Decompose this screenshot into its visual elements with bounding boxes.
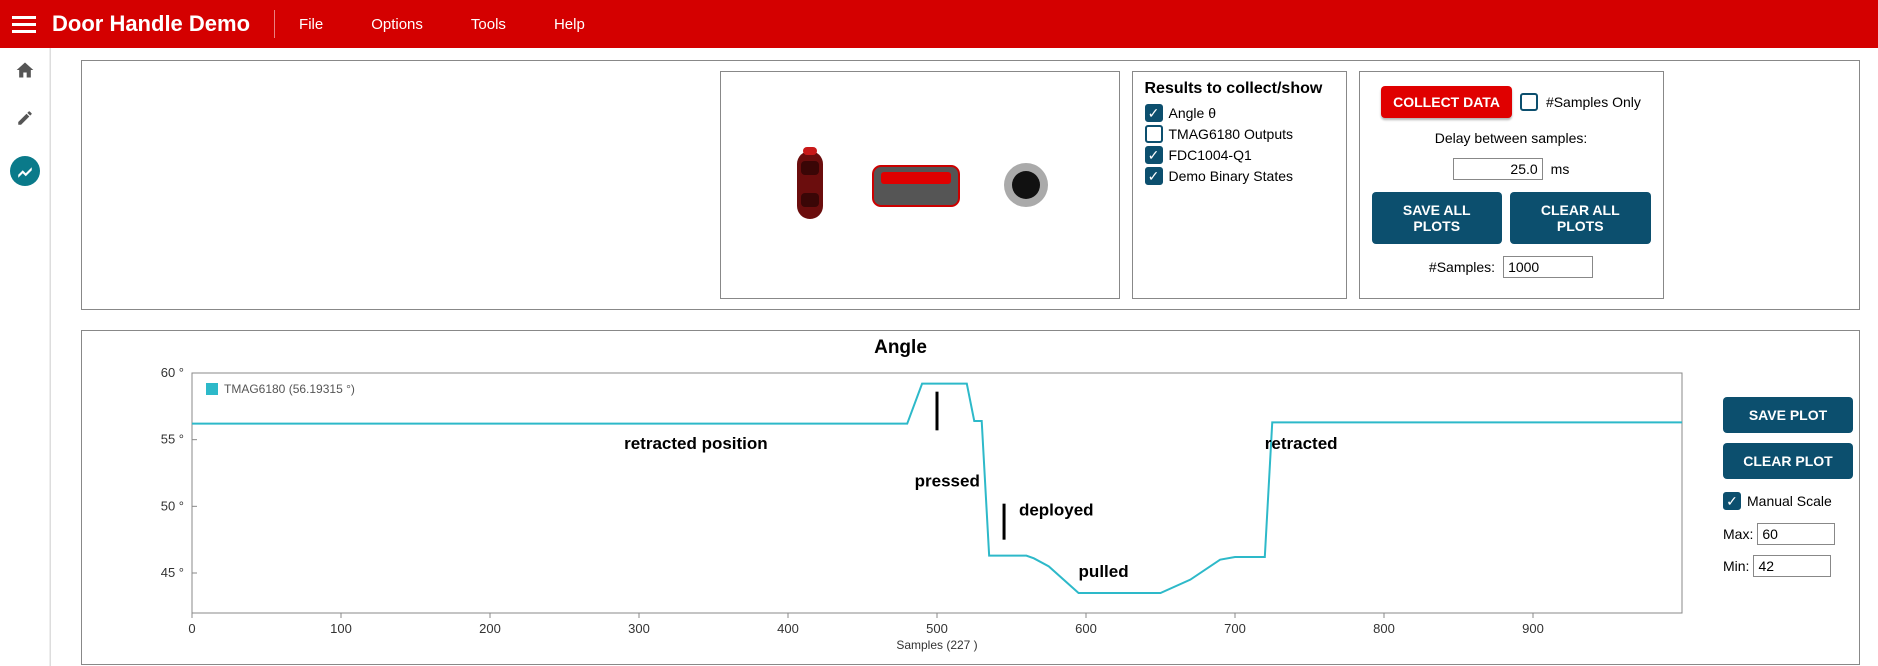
delay-unit: ms xyxy=(1551,161,1570,177)
clear-plot-button[interactable]: CLEAR PLOT xyxy=(1723,443,1853,479)
home-icon[interactable] xyxy=(15,60,35,85)
hamburger-icon[interactable] xyxy=(12,12,36,36)
content-area: Results to collect/show Angle θ TMAG6180… xyxy=(50,48,1878,666)
svg-text:retracted: retracted xyxy=(1265,434,1338,453)
svg-text:TMAG6180 (56.19315 °): TMAG6180 (56.19315 °) xyxy=(224,382,355,396)
save-plot-button[interactable]: SAVE PLOT xyxy=(1723,397,1853,433)
min-input[interactable] xyxy=(1753,555,1831,577)
svg-text:700: 700 xyxy=(1224,621,1246,636)
delay-input[interactable] xyxy=(1453,158,1543,180)
left-rail xyxy=(0,48,50,666)
top-panel-row: Results to collect/show Angle θ TMAG6180… xyxy=(81,60,1860,310)
cb-binary-label: Demo Binary States xyxy=(1169,168,1294,184)
plot-controls: SAVE PLOT CLEAR PLOT Manual Scale Max: M… xyxy=(1719,337,1859,658)
controls-box: COLLECT DATA #Samples Only Delay between… xyxy=(1359,71,1664,299)
svg-text:60 °: 60 ° xyxy=(161,365,184,380)
cb-fdc[interactable] xyxy=(1145,146,1163,164)
manual-scale-label: Manual Scale xyxy=(1747,493,1832,509)
svg-text:300: 300 xyxy=(628,621,650,636)
svg-text:0: 0 xyxy=(188,621,195,636)
edit-icon[interactable] xyxy=(16,109,34,132)
cb-samples-only[interactable] xyxy=(1520,93,1538,111)
knob-icon xyxy=(1001,160,1051,210)
svg-text:retracted position: retracted position xyxy=(624,434,768,453)
chart-panel: Angle 45 ° 50 ° 55 ° 60 ° 0 100 200 300 400 500 60… xyxy=(81,330,1860,665)
samples-only-label: #Samples Only xyxy=(1546,94,1641,110)
svg-text:55 °: 55 ° xyxy=(161,432,184,447)
svg-text:Samples (227 ): Samples (227 ) xyxy=(896,638,977,652)
svg-text:deployed: deployed xyxy=(1019,501,1094,520)
svg-text:200: 200 xyxy=(479,621,501,636)
cb-tmag[interactable] xyxy=(1145,125,1163,143)
svg-text:500: 500 xyxy=(926,621,948,636)
chart-title: Angle xyxy=(82,337,1719,359)
cb-angle[interactable] xyxy=(1145,104,1163,122)
handle-icon xyxy=(871,160,961,210)
menu-help[interactable]: Help xyxy=(554,16,585,33)
clear-all-button[interactable]: CLEAR ALL PLOTS xyxy=(1510,192,1651,244)
top-bar: Door Handle Demo File Options Tools Help xyxy=(0,0,1878,48)
svg-text:900: 900 xyxy=(1522,621,1544,636)
svg-text:50 °: 50 ° xyxy=(161,498,184,513)
menu-tools[interactable]: Tools xyxy=(471,16,506,33)
svg-text:600: 600 xyxy=(1075,621,1097,636)
results-box: Results to collect/show Angle θ TMAG6180… xyxy=(1132,71,1347,299)
svg-text:45 °: 45 ° xyxy=(161,565,184,580)
svg-text:800: 800 xyxy=(1373,621,1395,636)
cb-angle-label: Angle θ xyxy=(1169,105,1216,121)
cb-binary[interactable] xyxy=(1145,167,1163,185)
samples-input[interactable] xyxy=(1503,256,1593,278)
svg-text:pulled: pulled xyxy=(1079,562,1129,581)
collect-data-button[interactable]: COLLECT DATA xyxy=(1381,86,1512,118)
angle-chart: 45 ° 50 ° 55 ° 60 ° 0 100 200 300 400 500 600 700 80… xyxy=(82,363,1702,653)
max-label: Max: xyxy=(1723,526,1753,542)
menu-separator xyxy=(274,10,275,38)
svg-text:400: 400 xyxy=(777,621,799,636)
delay-label: Delay between samples: xyxy=(1435,130,1588,146)
cb-manual-scale[interactable] xyxy=(1723,492,1741,510)
save-all-button[interactable]: SAVE ALL PLOTS xyxy=(1372,192,1502,244)
car-icon xyxy=(789,145,831,225)
chart-icon[interactable] xyxy=(10,156,40,186)
cb-tmag-label: TMAG6180 Outputs xyxy=(1169,126,1294,142)
app-title: Door Handle Demo xyxy=(52,11,250,37)
diagram-box xyxy=(720,71,1120,299)
samples-label: #Samples: xyxy=(1429,259,1495,275)
min-label: Min: xyxy=(1723,558,1749,574)
menu-file[interactable]: File xyxy=(299,16,323,33)
max-input[interactable] xyxy=(1757,523,1835,545)
cb-fdc-label: FDC1004-Q1 xyxy=(1169,147,1252,163)
svg-text:100: 100 xyxy=(330,621,352,636)
menu-options[interactable]: Options xyxy=(371,16,423,33)
results-title: Results to collect/show xyxy=(1145,80,1334,98)
svg-text:pressed: pressed xyxy=(915,471,980,490)
